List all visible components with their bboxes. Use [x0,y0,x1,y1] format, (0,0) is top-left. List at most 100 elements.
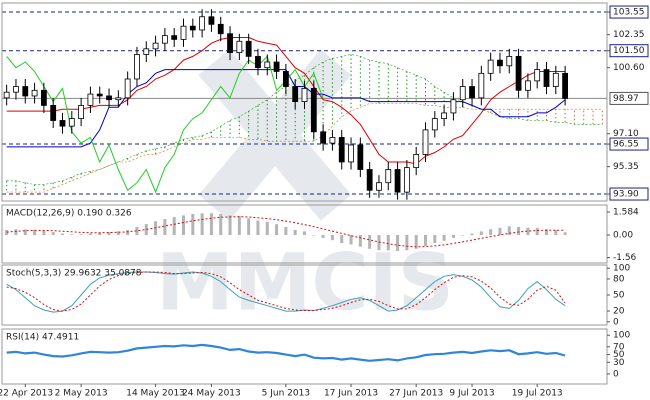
histogram-bar [116,231,120,236]
candle-body [292,86,299,103]
candle-body [13,86,19,93]
candle-body [301,88,308,103]
y-tick-label: 96.55 [613,140,639,150]
histogram-bar [163,219,167,236]
histogram-bar [312,235,316,236]
histogram-bar [349,235,353,245]
histogram-bar [405,235,409,251]
histogram-bar [535,227,539,236]
candle-body [543,69,550,87]
candle-body [50,104,57,121]
y-label-box [609,44,649,58]
y-tick-label: 1.584 [613,208,639,218]
y-tick-label: 0 [613,369,619,379]
histogram-bar [396,235,400,251]
histogram-bar [358,235,362,247]
candle-body [403,167,410,193]
candle-body [245,40,252,57]
x-tick-label: 27 Jun 2013 [389,389,443,399]
histogram-bar [61,233,64,236]
candle-body [552,72,559,87]
histogram-bar [79,234,83,236]
x-tick-label: 17 Jun 2013 [324,389,378,399]
histogram-bar [5,229,9,236]
candle-body [385,169,392,184]
candle-body [236,40,243,53]
candle-body [338,137,345,163]
histogram-bar [107,232,111,236]
histogram-bar [526,227,530,236]
histogram-bar [489,229,493,236]
panel-frame [1,204,608,264]
candle-body [31,89,38,97]
y-tick-label: 0 [613,317,619,327]
candle-body [217,23,224,35]
histogram-bar [368,235,372,249]
candle-body [87,93,94,106]
candle-body [394,169,401,193]
y-tick-label: 103.55 [613,8,645,18]
histogram-bar [237,216,241,236]
candle-body [161,35,168,44]
candle-body [282,71,289,87]
histogram-bar [284,227,288,236]
candle-body [96,93,103,97]
indicator-line [6,55,324,194]
histogram-bar [303,231,306,236]
candle-body [310,88,317,133]
candle-body [199,16,206,31]
candle-body [208,16,215,25]
candle-body [255,55,261,69]
cloud-span-b [6,103,603,193]
x-tick-label: 22 Apr 2013 [0,389,53,399]
panel-title: Stoch(5,3,3) 29.9632 35.0878 [6,269,142,279]
histogram-bar [433,235,437,243]
candle-body [78,104,85,119]
histogram-bar [330,235,334,241]
candle-body [143,48,150,55]
y-tick-label: 95.35 [613,162,639,172]
histogram-bar [265,221,269,236]
histogram-bar [182,215,185,236]
y-label-box [609,187,649,201]
x-tick-label: 24 May 2013 [182,389,241,399]
histogram-bar [386,235,390,251]
y-label-box [609,5,649,19]
x-tick-label: 2 May 2013 [55,389,108,399]
histogram-bar [228,215,232,236]
candle-body [497,59,503,67]
panel-frame [1,328,608,385]
y-tick-label: 100.60 [613,63,645,73]
panel-title: RSI(14) 47.4911 [6,333,79,343]
histogram-bar [275,224,279,236]
candle-body [189,25,196,31]
y-tick-label: 50 [613,291,625,301]
x-tick-label: 9 Jul 2013 [449,389,494,399]
y-tick-label: 30 [613,358,625,368]
y-tick-label: 20 [613,307,625,317]
histogram-bar [144,224,148,236]
candle-body [171,35,178,40]
histogram-bar [191,213,195,236]
histogram-bar [23,229,27,236]
histogram-bar [200,213,204,236]
histogram-bar [340,235,344,243]
indicator-line [6,37,566,165]
candle-body [422,129,429,155]
histogram-bar [33,229,37,236]
histogram-bar [98,232,102,236]
histogram-bar [377,235,381,251]
watermark-text: MMCIS [156,238,454,328]
candle-body [450,99,457,114]
histogram-bar [70,234,74,236]
candle-body [441,112,448,119]
candle-body [469,86,475,99]
histogram-bar [209,213,213,236]
histogram-bar [563,232,567,236]
candle-body [22,86,29,97]
histogram-bar [14,229,18,236]
histogram-bar [554,229,558,236]
candle-body [152,42,159,50]
x-tick-label: 5 Jun 2013 [262,389,310,399]
